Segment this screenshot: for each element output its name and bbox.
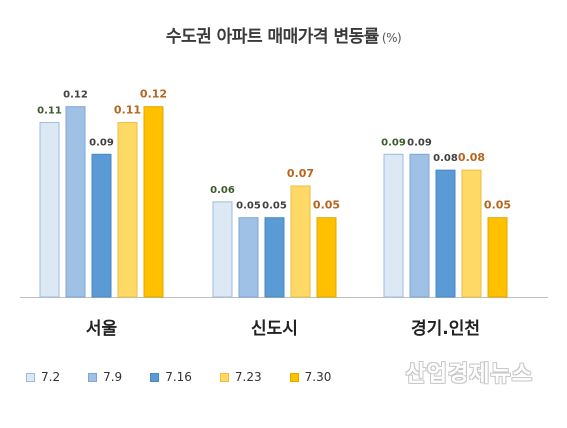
data-label: 0.12: [140, 88, 167, 101]
data-label: 0.09: [381, 137, 406, 148]
legend-label: 7.16: [165, 370, 192, 384]
category-label: 신도시: [251, 319, 298, 339]
data-label: 0.07: [287, 167, 314, 180]
bar: [435, 169, 456, 298]
bar: [264, 217, 285, 298]
data-label: 0.09: [89, 137, 114, 148]
legend-item: 7.16: [150, 370, 192, 384]
bar: [461, 169, 482, 298]
data-label: 0.08: [433, 153, 458, 164]
legend-swatch: [88, 372, 98, 382]
bar: [91, 153, 112, 298]
legend-label: 7.2: [41, 370, 61, 384]
legend: 7.2 7.9 7.16 7.23 7.30: [26, 370, 359, 384]
data-label: 0.12: [63, 90, 88, 101]
bar: [212, 201, 233, 298]
legend-label: 7.30: [304, 370, 332, 384]
legend-item: 7.23: [219, 370, 262, 384]
category-label: 경기.인천: [411, 319, 480, 339]
data-label: 0.08: [458, 151, 485, 164]
category-label: 서울: [86, 319, 118, 339]
legend-item: 7.30: [289, 370, 332, 384]
data-label: 0.11: [114, 104, 141, 117]
data-label: 0.05: [313, 199, 340, 212]
data-label: 0.05: [484, 199, 511, 212]
bar: [39, 122, 60, 298]
legend-item: 7.2: [26, 370, 60, 384]
legend-label: 7.23: [234, 370, 262, 384]
legend-swatch: [150, 372, 160, 382]
bar: [238, 217, 259, 298]
title-unit: (%): [381, 31, 402, 45]
legend-swatch: [219, 372, 229, 382]
legend-label: 7.9: [103, 370, 123, 384]
data-label: 0.05: [236, 201, 261, 212]
data-label: 0.11: [37, 106, 62, 117]
bar: [117, 122, 138, 298]
data-label: 0.05: [262, 201, 287, 212]
bar: [143, 106, 164, 298]
bar: [409, 153, 430, 298]
data-label: 0.06: [210, 185, 235, 196]
legend-swatch: [26, 372, 35, 382]
bar: [487, 217, 508, 298]
legend-swatch: [289, 372, 299, 382]
legend-item: 7.9: [88, 370, 122, 384]
watermark: 산업경제뉴스: [405, 362, 533, 387]
bar: [316, 217, 337, 298]
bar: [65, 106, 86, 298]
chart-title: 수도권 아파트 매매가격 변동률 (%): [0, 22, 567, 47]
title-text: 수도권 아파트 매매가격 변동률: [165, 27, 380, 47]
data-label: 0.09: [407, 137, 432, 148]
bar: [383, 153, 404, 298]
bar: [290, 185, 311, 298]
